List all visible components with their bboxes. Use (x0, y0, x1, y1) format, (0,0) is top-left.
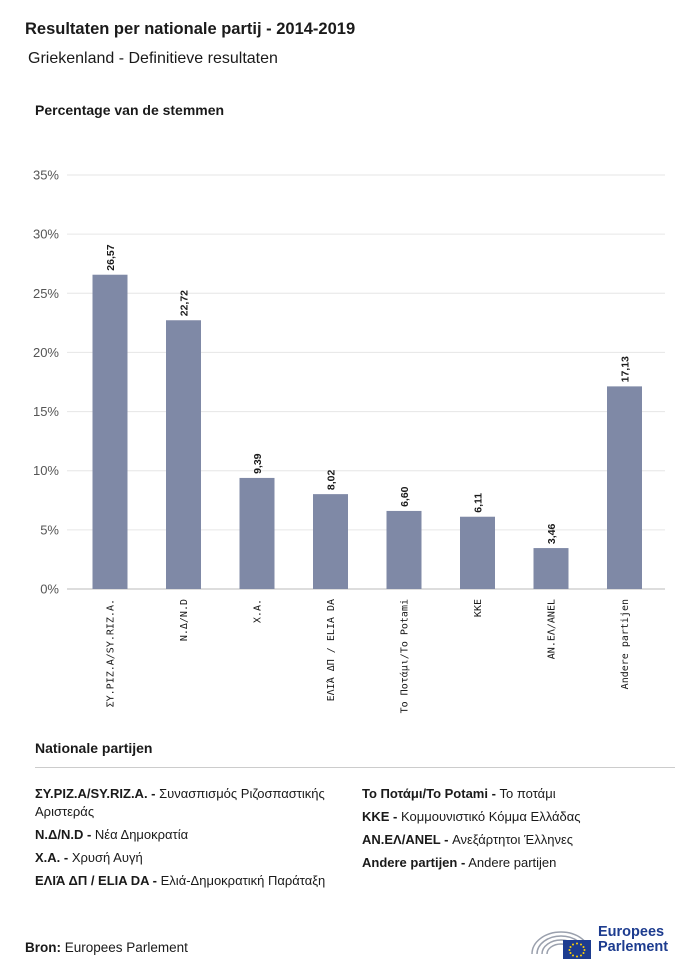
legend-item-code: Χ.Α. - (35, 850, 69, 865)
source-label: Bron: (25, 940, 61, 955)
bar (92, 274, 128, 589)
x-tick-label: Andere partijen (620, 599, 631, 689)
x-tick-label: ΕΛΙΆ ΔΠ / ELIA DA (325, 599, 337, 701)
logo-line-1: Europees (598, 924, 665, 940)
chart-subtitle: Griekenland - Definitieve resultaten (28, 50, 278, 67)
x-tick-label: Το Ποτάμι/To Potami (399, 599, 411, 713)
legend-item-name: Συνασπισμός Ριζοσπαστικής Αριστεράς (35, 786, 325, 819)
bar-chart: 0% 5% 10% 15% 20% 25% 30% 35% 26,57 ΣΥ.ΡΙΖ.Α/SY.R… (33, 168, 665, 713)
y-tick-label: 35% (33, 168, 59, 183)
legend-item-code: Ν.Δ/N.D - (35, 827, 92, 842)
legend-item-name: Το ποτάμι (499, 786, 556, 801)
legend-item-code: ΣΥ.ΡΙΖ.Α/SY.RIZ.A. - (35, 786, 156, 801)
logo-wordmark: Europees Parlement (598, 925, 668, 955)
legend-item-code: ΕΛΙΆ ΔΠ / ELIA DA - (35, 873, 158, 888)
legend-item: Χ.Α. - Χρυσή Αυγή (35, 849, 350, 867)
european-parliament-logo: Europees Parlement (528, 920, 678, 960)
legend-item-code: KKE - (362, 809, 398, 824)
logo-line-2: Parlement (598, 939, 669, 955)
y-tick-label: 30% (33, 227, 59, 242)
data-label: 9,39 (252, 453, 264, 474)
legend-item-name: Andere partijen (468, 855, 557, 870)
y-tick-label: 10% (33, 463, 59, 478)
bar (313, 494, 348, 589)
x-tick-label: ΑΝ.ΕΛ/ANEL (547, 599, 558, 659)
y-tick-label: 20% (33, 345, 59, 360)
legend-item-name: Ανεξάρτητοι Έλληνες (452, 832, 574, 847)
y-tick-label: 15% (33, 404, 59, 419)
source-value: Europees Parlement (64, 940, 188, 955)
data-label: 17,13 (620, 356, 632, 382)
legend-item-code: Το Ποτάμι/To Potami - (362, 786, 496, 801)
legend-item: Ν.Δ/N.D - Νέα Δημοκρατία (35, 826, 350, 844)
y-tick-label: 0% (40, 582, 59, 597)
legend-item: Andere partijen - Andere partijen (362, 854, 682, 872)
x-tick-label: ΣΥ.ΡΙΖ.Α/SY.RIZ.A. (106, 599, 117, 707)
y-axis-label: Percentage van de stemmen (35, 102, 225, 118)
legend-column-left: ΣΥ.ΡΙΖ.Α/SY.RIZ.A. - Συνασπισμός Ριζοσπα… (35, 785, 350, 895)
legend-item: ΑΝ.ΕΛ/ANEL - Ανεξάρτητοι Έλληνες (362, 831, 682, 849)
data-label: 22,72 (179, 290, 191, 316)
legend-item-name: Χρυσή Αυγή (71, 850, 143, 865)
data-label: 6,60 (399, 486, 411, 507)
x-tick-label: Χ.Α. (253, 599, 264, 623)
legend-item: ΣΥ.ΡΙΖ.Α/SY.RIZ.A. - Συνασπισμός Ριζοσπα… (35, 785, 350, 821)
x-tick-label: KKE (473, 599, 484, 617)
legend-column-right: Το Ποτάμι/To Potami - Το ποτάμι KKE - Κο… (362, 785, 682, 877)
legend-item-name: Ελιά-Δημοκρατική Παράταξη (160, 873, 326, 888)
chart-title: Resultaten per nationale partij - 2014-2… (25, 20, 356, 38)
data-label: 26,57 (105, 244, 117, 270)
legend-title: Nationale partijen (35, 740, 153, 756)
bar (533, 548, 569, 589)
legend-item: Το Ποτάμι/To Potami - Το ποτάμι (362, 785, 682, 803)
legend-divider (35, 767, 675, 768)
bar (460, 516, 495, 589)
y-tick-label: 5% (40, 522, 59, 537)
y-tick-label: 25% (33, 286, 59, 301)
source-note: Bron: Europees Parlement (25, 940, 188, 955)
legend-item-code: ΑΝ.ΕΛ/ANEL - (362, 832, 449, 847)
bar (166, 320, 201, 589)
parliament-hemicycle-icon (531, 931, 591, 959)
data-label: 3,46 (546, 523, 558, 544)
legend-item: KKE - Κομμουνιστικό Κόμμα Ελλάδας (362, 808, 682, 826)
legend-item-code: Andere partijen - (362, 855, 466, 870)
legend-item-name: Νέα Δημοκρατία (94, 827, 189, 842)
bar (607, 386, 642, 589)
x-tick-label: Ν.Δ/N.D (179, 599, 190, 641)
legend-item: ΕΛΙΆ ΔΠ / ELIA DA - Ελιά-Δημοκρατική Παρ… (35, 872, 350, 890)
data-label: 6,11 (473, 493, 485, 513)
data-label: 8,02 (326, 470, 338, 491)
bar (386, 510, 422, 589)
legend-item-name: Κομμουνιστικό Κόμμα Ελλάδας (401, 809, 581, 824)
bar (239, 477, 275, 589)
